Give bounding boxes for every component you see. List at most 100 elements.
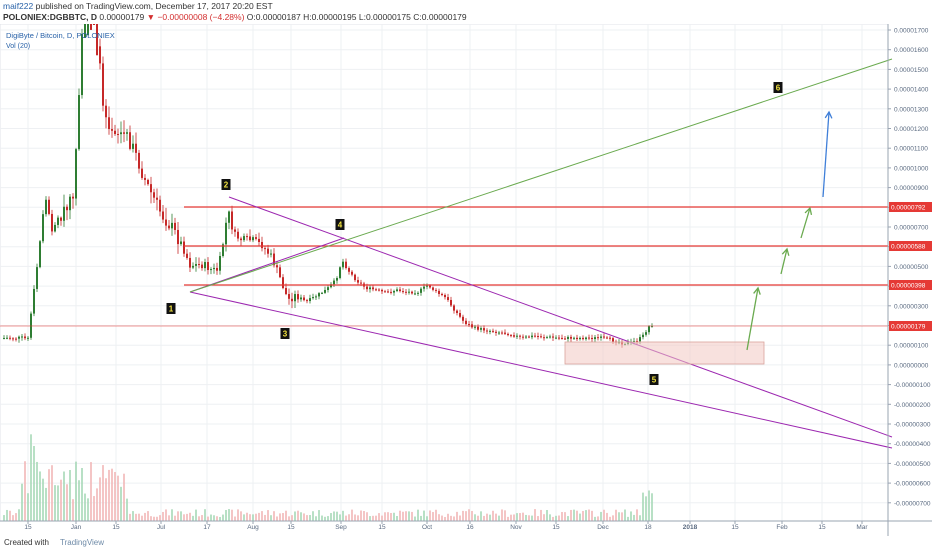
volume-bar <box>81 468 83 521</box>
volume-bar <box>90 462 92 521</box>
candle <box>408 291 410 293</box>
annotation-number: 1 <box>169 305 174 314</box>
volume-bar <box>483 515 485 521</box>
volume-bar <box>93 496 95 521</box>
candle <box>216 267 218 271</box>
candle <box>486 330 488 332</box>
volume-bar <box>144 512 146 521</box>
candle <box>231 211 233 230</box>
volume-bar <box>555 515 557 521</box>
brand-text: TradingView <box>60 538 105 547</box>
candle <box>201 264 203 269</box>
volume-bar <box>399 510 401 521</box>
volume-bar <box>312 511 314 521</box>
candle <box>39 241 41 268</box>
candle <box>531 335 533 338</box>
candle <box>174 222 176 230</box>
candle <box>132 143 134 149</box>
y-tick-label: -0.00000100 <box>894 382 931 389</box>
price-tag-label: 0.00000179 <box>891 324 926 331</box>
y-tick-label: -0.00000600 <box>894 481 931 488</box>
volume-bar <box>174 515 176 521</box>
volume-bar <box>6 509 8 521</box>
volume-bar <box>192 515 194 521</box>
candle <box>585 337 587 340</box>
volume-bar <box>381 515 383 521</box>
volume-bar <box>336 511 338 521</box>
candle <box>573 337 575 339</box>
volume-bar <box>255 513 257 521</box>
created-with-text: Created with <box>4 538 49 547</box>
volume-bar <box>60 479 62 521</box>
author-link[interactable]: maif222 <box>3 1 34 11</box>
volume-bar <box>360 510 362 521</box>
volume-bar <box>420 515 422 521</box>
candle <box>141 168 143 178</box>
candle <box>357 280 359 283</box>
candle <box>150 184 152 193</box>
symbol-label[interactable]: POLONIEX:DGBBTC, D <box>3 12 97 22</box>
volume-bar <box>375 515 377 521</box>
volume-bar <box>15 513 17 521</box>
volume-bar <box>138 513 140 521</box>
candle <box>633 341 635 343</box>
annotation-number: 2 <box>224 181 229 190</box>
volume-bar <box>513 514 515 521</box>
volume-bar <box>417 509 419 521</box>
grid <box>0 24 889 522</box>
volume-bar <box>372 515 374 521</box>
volume-bar <box>567 516 569 521</box>
candle <box>234 229 236 232</box>
candle <box>579 337 581 340</box>
volume-bar <box>570 509 572 521</box>
volume-bar <box>246 512 248 521</box>
candle <box>147 179 149 185</box>
volume-bar <box>114 472 116 521</box>
candle <box>279 267 281 278</box>
candle <box>567 336 569 339</box>
close-value: C:0.00000179 <box>413 12 467 22</box>
volume-bar <box>225 510 227 521</box>
volume-bar <box>582 510 584 521</box>
volume-bar <box>636 509 638 521</box>
candles <box>3 24 653 348</box>
chart-area[interactable]: 0.00001700 0.00001600 0.00001500 0.00001400… <box>0 24 932 536</box>
candle <box>93 24 95 25</box>
candle <box>252 237 254 241</box>
candle <box>192 265 194 268</box>
candle <box>501 332 503 334</box>
candle <box>90 24 92 30</box>
footer: Created with TradingView <box>0 536 932 550</box>
volume-bar <box>468 509 470 521</box>
volume-bar <box>141 515 143 521</box>
volume-bar <box>651 493 653 521</box>
annotation-badge <box>221 179 231 190</box>
volume-bar <box>447 513 449 521</box>
candle <box>246 236 248 238</box>
candle <box>516 335 518 337</box>
y-tick-label: 0.00000300 <box>894 303 929 310</box>
volume-bar <box>465 511 467 521</box>
candle <box>444 294 446 298</box>
candle <box>543 337 545 339</box>
x-tick-label: Oct <box>422 524 432 531</box>
volume-bar <box>345 515 347 521</box>
volume-bar <box>162 511 164 521</box>
candle <box>492 330 494 332</box>
x-tick-label: 2018 <box>683 524 698 531</box>
volume-bar <box>402 511 404 521</box>
green-arrow-2 <box>780 248 788 275</box>
price-chart[interactable]: 0.00001700 0.00001600 0.00001500 0.00001400… <box>0 24 932 536</box>
price-tag-label: 0.00000792 <box>891 205 926 212</box>
candle <box>102 63 104 106</box>
last-price: 0.00000179 <box>99 12 145 22</box>
volume-bar <box>528 515 530 521</box>
candle <box>405 291 407 293</box>
volume-bar <box>396 516 398 521</box>
green-arrow-1-head <box>753 286 761 295</box>
candle <box>255 237 257 239</box>
x-tick-label: Nov <box>510 524 522 531</box>
tradingview-logo-icon[interactable]: TradingView <box>60 536 104 550</box>
volume-bar <box>597 516 599 521</box>
x-tick-label: 17 <box>203 524 211 531</box>
